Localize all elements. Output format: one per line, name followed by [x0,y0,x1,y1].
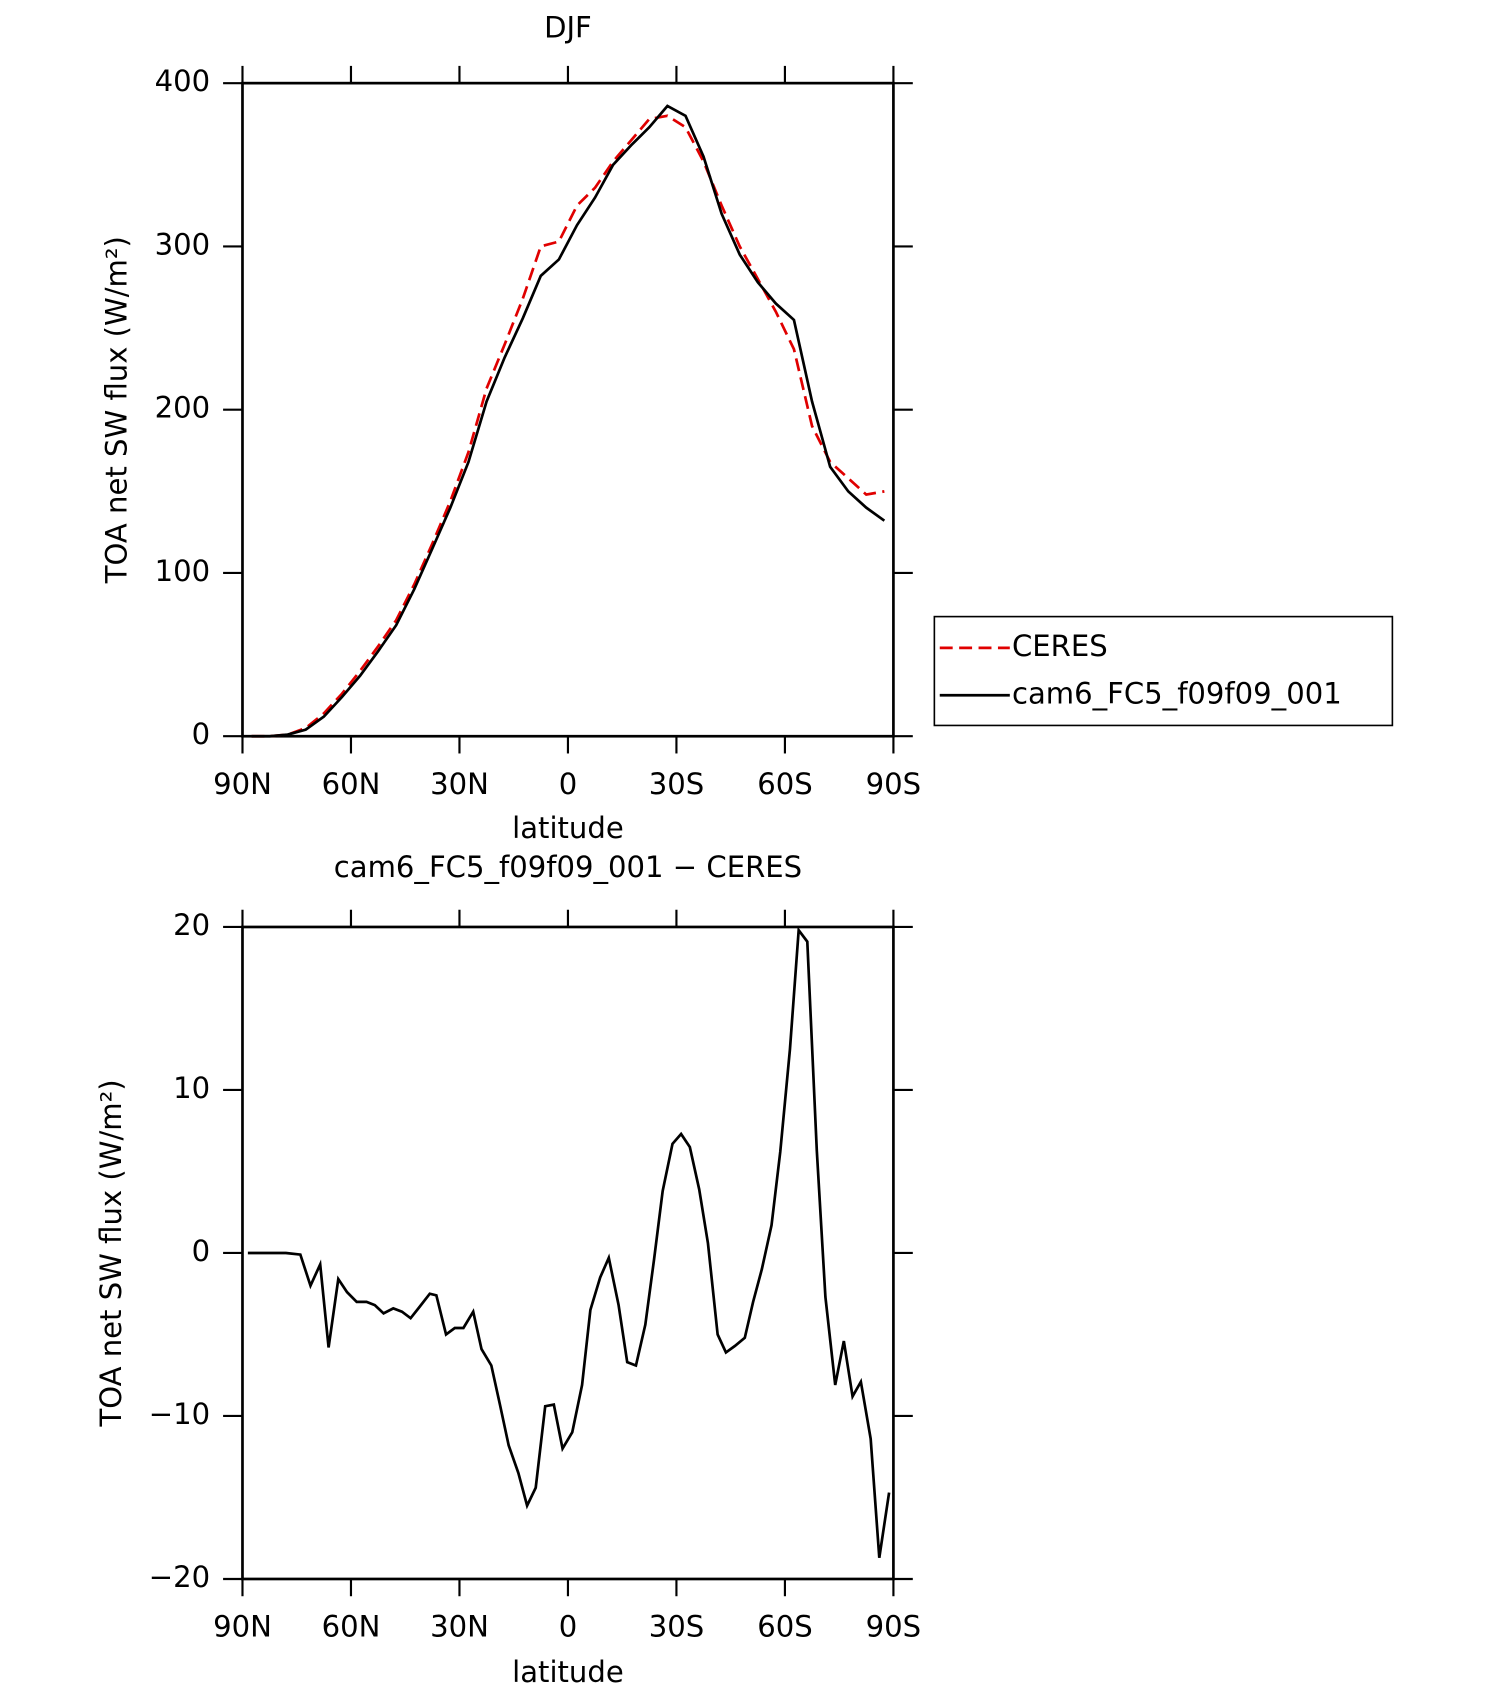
x-tick-label: 60N [322,1610,381,1644]
x-tick-label: 0 [559,1610,578,1644]
data-line [251,104,886,738]
chart-title: DJF [544,10,592,44]
x-tick-label: 30S [649,1610,704,1644]
y-tick-label: 20 [173,908,210,942]
x-tick-label: 30N [430,767,489,801]
x-tick-label: 60S [757,767,812,801]
legend-label: CERES [1012,629,1108,663]
x-tick-label: 90S [866,1610,921,1644]
y-tick-label: 300 [155,227,211,261]
y-tick-label: −10 [149,1397,210,1431]
x-tick-label: 60N [322,767,381,801]
x-tick-label: 90N [213,1610,272,1644]
data-line [251,114,885,738]
legend-label: cam6_FC5_f09f09_001 [1012,676,1342,710]
x-tick-label: 60S [757,1610,812,1644]
y-tick-label: 0 [192,1234,211,1268]
chart-title: cam6_FC5_f09f09_001 − CERES [334,850,802,884]
y-tick-label: 200 [155,391,211,425]
x-tick-label: 30S [649,767,704,801]
y-tick-label: −20 [149,1560,210,1594]
x-axis-label: latitude [512,811,624,845]
data-line [247,926,891,1558]
plot-frame [241,81,895,738]
x-axis-label: latitude [512,1655,624,1689]
y-axis-label: TOA net SW flux (W/m²) [100,236,134,584]
y-axis-label: TOA net SW flux (W/m²) [94,1079,128,1427]
legend-box [933,615,1394,727]
y-tick-label: 10 [173,1071,210,1105]
plot-frame [241,925,895,1581]
x-tick-label: 90N [213,767,272,801]
x-tick-label: 30N [430,1610,489,1644]
y-tick-label: 0 [192,717,211,751]
y-tick-label: 100 [155,554,211,588]
y-tick-label: 400 [155,64,211,98]
x-tick-label: 90S [866,767,921,801]
x-tick-label: 0 [559,767,578,801]
